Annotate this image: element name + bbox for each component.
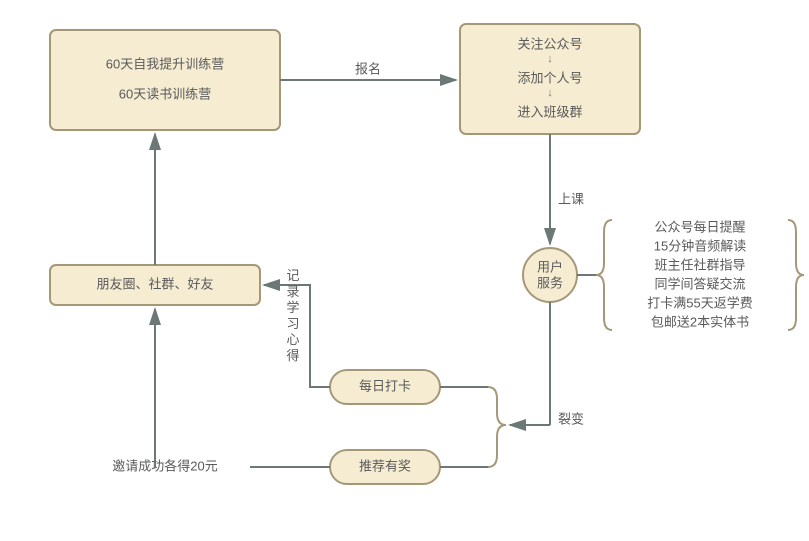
node-follow-line2: 添加个人号 <box>517 70 582 85</box>
edge-notes-c5: 得 <box>286 348 299 363</box>
node-reward-label: 推荐有奖 <box>359 458 411 473</box>
service-item-0: 公众号每日提醒 <box>654 219 745 234</box>
inner-arrow-2: ↓ <box>547 87 553 99</box>
service-item-3: 同学间答疑交流 <box>654 276 745 291</box>
node-follow-line3: 进入班级群 <box>517 104 582 119</box>
node-daily-label: 每日打卡 <box>359 378 411 393</box>
node-service-line1: 用户 <box>537 259 563 274</box>
fork-brace <box>488 387 506 467</box>
node-social-label: 朋友圈、社群、好友 <box>96 276 213 291</box>
service-item-1: 15分钟音频解读 <box>654 238 746 253</box>
flowchart-canvas: 60天自我提升训练营 60天读书训练营 关注公众号 ↓ 添加个人号 ↓ 进入班级… <box>0 0 809 541</box>
edge-notes-c1: 录 <box>286 284 299 299</box>
brace-left <box>596 220 612 330</box>
edge-class-label: 上课 <box>558 191 584 206</box>
brace-right <box>788 220 804 330</box>
inner-arrow-1: ↓ <box>547 53 553 65</box>
edge-signup-label: 报名 <box>355 61 381 76</box>
node-service-line2: 服务 <box>537 275 563 290</box>
node-training-line2: 60天读书训练营 <box>119 86 211 101</box>
node-training <box>50 30 280 130</box>
node-training-line1: 60天自我提升训练营 <box>106 56 224 71</box>
service-item-4: 打卡满55天返学费 <box>647 295 752 310</box>
service-item-2: 班主任社群指导 <box>654 257 745 272</box>
node-follow-line1: 关注公众号 <box>517 36 582 51</box>
invite-text: 邀请成功各得20元 <box>112 458 217 473</box>
edge-notes-c3: 习 <box>286 316 299 331</box>
edge-fission-label: 裂变 <box>558 411 584 426</box>
edge-notes-c4: 心 <box>286 332 299 347</box>
edge-notes-c0: 记 <box>286 268 299 283</box>
service-item-5: 包邮送2本实体书 <box>651 314 749 329</box>
edge-notes-c2: 学 <box>286 300 299 315</box>
